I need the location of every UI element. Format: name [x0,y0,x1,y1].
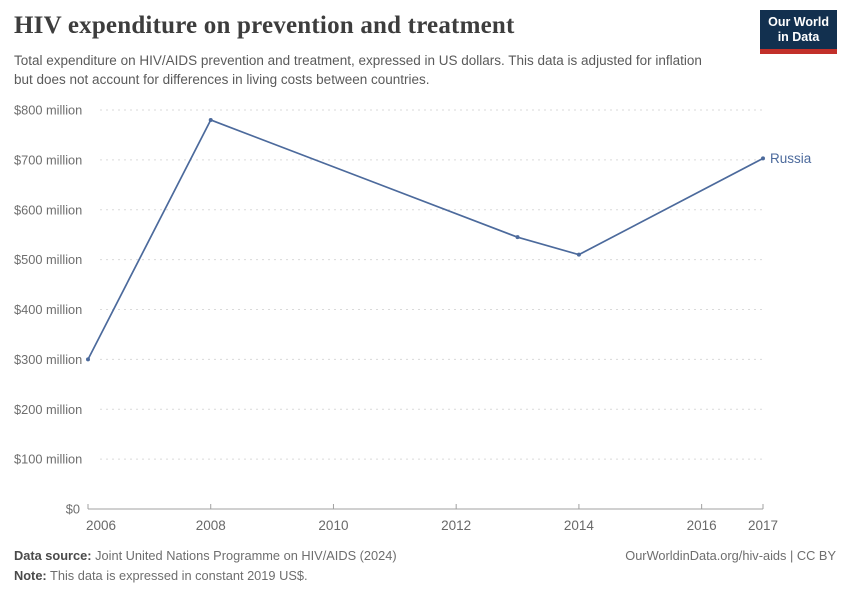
data-point-marker [761,156,765,161]
y-tick-label: $600 million [14,202,82,217]
x-tick-label: 2017 [748,518,778,533]
y-tick-label: $400 million [14,302,82,317]
x-tick-label: 2010 [318,518,348,533]
data-point-marker [515,235,520,240]
y-tick-label: $0 [66,502,80,517]
x-tick-label: 2008 [196,518,226,533]
note-label: Note: [14,568,47,583]
x-tick-label: 2006 [86,518,116,533]
russia-line[interactable] [87,119,764,361]
x-tick-label: 2012 [441,518,471,533]
data-source-line: Data source: Joint United Nations Progra… [14,546,397,566]
y-tick-label: $300 million [14,352,82,367]
y-tick-label: $100 million [14,452,82,467]
chart-subtitle: Total expenditure on HIV/AIDS prevention… [14,53,702,88]
y-tick-label: $800 million [14,103,82,118]
data-source-label: Data source: [14,548,92,563]
series-label-russia[interactable]: Russia [770,151,812,166]
owid-logo-line2: in Data [777,30,820,44]
y-tick-label: $200 million [14,402,82,417]
data-point-marker [576,252,581,257]
data-point-marker [208,117,213,122]
footer-link[interactable]: OurWorldinData.org/hiv-aids | CC BY [625,548,836,563]
note-line: Note: This data is expressed in constant… [14,566,397,586]
note-text: This data is expressed in constant 2019 … [50,568,308,583]
x-tick-label: 2014 [564,518,595,533]
data-point-marker [86,357,90,362]
owid-logo-line1: Our World [768,15,829,29]
x-tick-label: 2016 [687,518,717,533]
data-source-text: Joint United Nations Programme on HIV/AI… [95,548,397,563]
owid-logo[interactable]: Our World in Data [760,10,837,54]
y-tick-label: $700 million [14,152,82,167]
y-tick-label: $500 million [14,252,82,267]
chart-footer: Data source: Joint United Nations Progra… [14,546,397,586]
page-title: HIV expenditure on prevention and treatm… [14,12,515,39]
